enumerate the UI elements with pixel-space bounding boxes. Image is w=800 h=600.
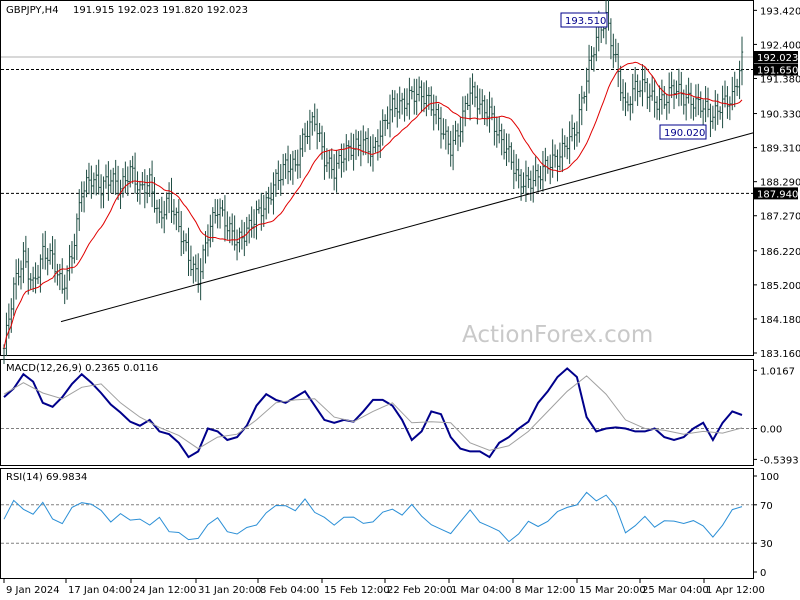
rsi-tick-label-3: 0 <box>760 568 766 579</box>
time-tick-label-9: 15 Mar 20:00 <box>579 585 646 596</box>
rsi-tick-label-0: 100 <box>760 472 779 483</box>
price-tick-label-3: 190.330 <box>760 110 800 121</box>
macd-series-main <box>3 367 743 459</box>
rsi-title: RSI(14) 69.9834 <box>6 472 87 483</box>
symbol-label: GBPJPY,H4 <box>6 5 59 16</box>
price-tag-box-2 <box>754 187 798 200</box>
annotation-box-0 <box>560 12 608 28</box>
price-levels <box>1 56 753 194</box>
annotation-label-0: 193.510 <box>565 16 606 27</box>
ohlc-label: 191.915 192.023 191.820 192.023 <box>73 5 248 16</box>
price-tag-box-1 <box>754 63 798 76</box>
rsi-levels <box>1 504 753 544</box>
price-tick-label-9: 184.180 <box>760 315 800 326</box>
price-tag-label-1: 191.650 <box>757 65 798 76</box>
time-tick-label-4: 8 Feb 04:00 <box>260 585 319 596</box>
price-panel-frame <box>0 0 754 356</box>
price-tick-label-0: 193.420 <box>760 6 800 17</box>
trendline-line <box>60 132 754 323</box>
macd-title: MACD(12,26,9) 0.2365 0.0116 <box>6 363 158 374</box>
price-tick-label-7: 186.220 <box>760 247 800 258</box>
time-tick-label-1: 17 Jan 04:00 <box>68 585 131 596</box>
price-tick-label-5: 188.290 <box>760 178 800 189</box>
ma-line <box>3 61 743 349</box>
time-tick-label-5: 15 Feb 12:00 <box>324 585 390 596</box>
price-tick-label-10: 183.160 <box>760 349 800 360</box>
time-tick-label-11: 1 Apr 12:00 <box>706 585 765 596</box>
watermark: ActionForex.com <box>462 322 653 348</box>
time-tick-label-10: 25 Mar 04:00 <box>642 585 709 596</box>
price-annotations: 193.510 190.020 <box>560 12 707 140</box>
time-tick-label-8: 8 Mar 12:00 <box>515 585 575 596</box>
time-axis: 9 Jan 2024 17 Jan 04:00 24 Jan 12:00 31 Jan… <box>3 578 765 596</box>
price-tick-label-8: 185.200 <box>760 281 800 292</box>
rsi-tick-label-2: 30 <box>760 539 773 550</box>
price-tick-label-6: 187.270 <box>760 212 800 223</box>
time-tick-label-2: 24 Jan 12:00 <box>133 585 196 596</box>
price-tick-label-2: 191.380 <box>760 74 800 85</box>
rsi-line <box>3 491 743 543</box>
price-tick-label-4: 189.310 <box>760 144 800 155</box>
price-tag-label-0: 192.023 <box>757 53 798 64</box>
time-tick-label-0: 9 Jan 2024 <box>6 585 60 596</box>
annotation-box-1 <box>659 124 707 140</box>
macd-tick-label-2: -0.5393 <box>760 455 799 466</box>
macd-tick-label-1: 0.00 <box>760 425 782 436</box>
rsi-series-line <box>3 491 743 543</box>
annotation-label-1: 190.020 <box>664 128 705 139</box>
rsi-axis: 100 70 30 0 <box>753 472 779 579</box>
macd-axis: 1.0167 0.00 -0.5393 <box>753 366 799 466</box>
price-axis: 193.420 192.400 191.380 190.330 189.310 188.2… <box>753 6 800 360</box>
rsi-tick-label-1: 70 <box>760 501 773 512</box>
rsi-panel-frame <box>0 468 754 579</box>
time-tick-label-3: 31 Jan 20:00 <box>198 585 261 596</box>
price-tick-label-1: 192.400 <box>760 40 800 51</box>
macd-series-signal <box>3 375 743 451</box>
macd-panel-frame <box>0 359 754 466</box>
price-tag-label-2: 187.940 <box>757 189 798 200</box>
trendline <box>60 132 754 323</box>
time-tick-label-6: 22 Feb 20:00 <box>387 585 453 596</box>
macd-tick-label-0: 1.0167 <box>760 366 795 377</box>
price-tag-box-0 <box>754 51 798 64</box>
time-tick-label-7: 1 Mar 04:00 <box>451 585 511 596</box>
moving-average <box>3 61 743 349</box>
macd-lines <box>3 367 743 459</box>
